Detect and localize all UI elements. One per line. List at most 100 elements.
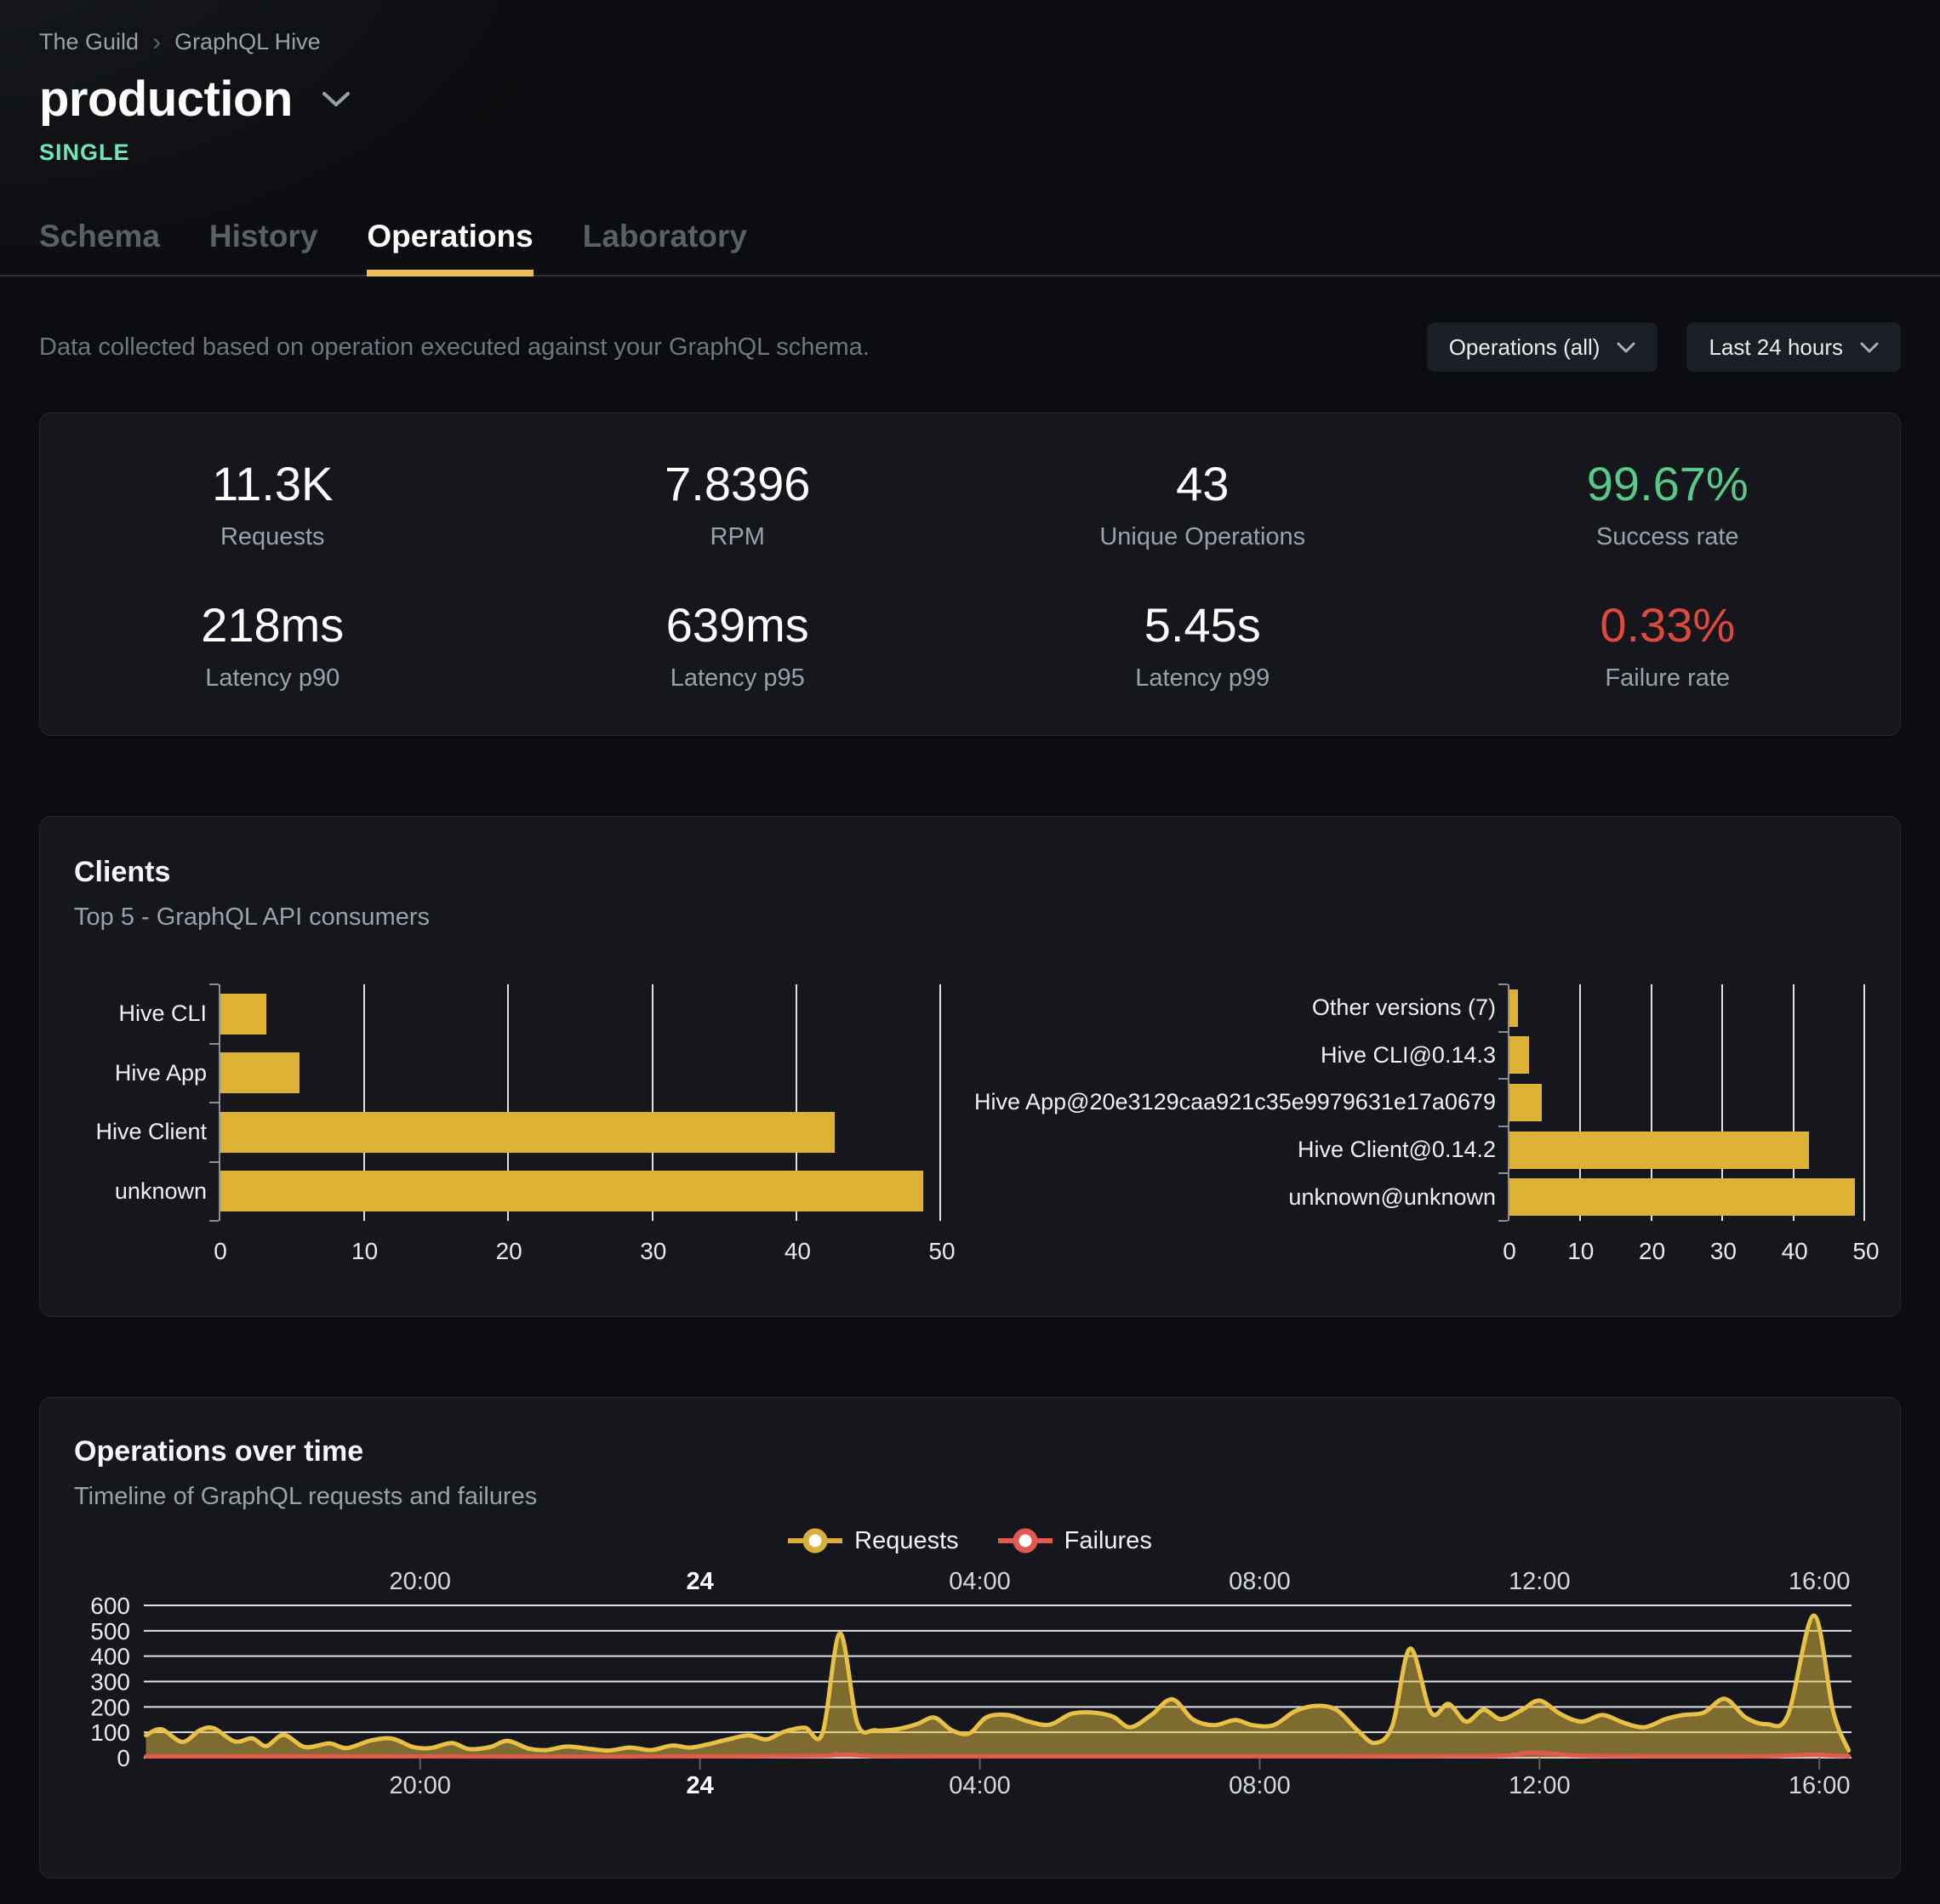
period-filter-label: Last 24 hours bbox=[1709, 333, 1843, 360]
bar-category-label: Hive App@20e3129caa921c35e9979631e17a067… bbox=[974, 1089, 1496, 1115]
bar-category-label: Hive Client bbox=[95, 1119, 207, 1145]
axis-tick bbox=[1498, 1220, 1508, 1222]
series-line-requests bbox=[144, 1613, 1852, 1753]
clients-card-title: Clients bbox=[74, 856, 171, 888]
bar-category-label: Hive Client@0.14.2 bbox=[1297, 1137, 1496, 1163]
gridline bbox=[795, 984, 797, 1221]
x-tick-label: 50 bbox=[928, 1238, 956, 1264]
y-tick-label: 400 bbox=[90, 1644, 130, 1670]
timeline-legend: Requests Failures bbox=[74, 1526, 1866, 1555]
legend-label: Requests bbox=[854, 1526, 959, 1554]
page-title: production bbox=[39, 71, 293, 127]
x-tick-label: 10 bbox=[351, 1238, 379, 1264]
x-tick-label: 20:00 bbox=[389, 1772, 451, 1799]
tab-schema[interactable]: Schema bbox=[39, 219, 160, 254]
bar-row bbox=[1509, 1126, 1864, 1174]
x-tick-label: 50 bbox=[1852, 1238, 1880, 1264]
x-tick-label: 30 bbox=[640, 1238, 667, 1264]
stat-latency-p90: 218ms Latency p90 bbox=[40, 597, 505, 693]
stat-value: 11.3K bbox=[212, 457, 334, 510]
timeline-card-title: Operations over time bbox=[74, 1435, 364, 1468]
gridline bbox=[1792, 984, 1794, 1221]
bar-row bbox=[1509, 1079, 1864, 1126]
clients-charts-row: Hive CLI Hive App Hive Client unknown 0 10 20 3… bbox=[74, 983, 1880, 1267]
bar-plot-area bbox=[209, 983, 941, 1222]
bar[interactable] bbox=[1509, 1036, 1530, 1075]
x-tick-label: 12:00 bbox=[1509, 1568, 1571, 1595]
chevron-down-icon bbox=[1860, 342, 1879, 352]
bar[interactable] bbox=[1509, 989, 1518, 1027]
tab-laboratory[interactable]: Laboratory bbox=[582, 219, 747, 254]
bar[interactable] bbox=[220, 1171, 923, 1212]
stat-requests: 11.3K Requests bbox=[40, 456, 505, 551]
x-tick-label: 30 bbox=[1709, 1238, 1737, 1264]
stat-label: Latency p90 bbox=[205, 664, 340, 692]
x-tick-label: 16:00 bbox=[1789, 1568, 1851, 1595]
legend-item-requests[interactable]: Requests bbox=[788, 1526, 959, 1555]
x-tick-label: 0 bbox=[1503, 1238, 1516, 1264]
stat-label: RPM bbox=[710, 523, 765, 550]
clients-by-name-chart[interactable]: Hive CLI Hive App Hive Client unknown 0 10 20 3… bbox=[74, 983, 956, 1267]
page-description: Data collected based on operation execut… bbox=[39, 333, 870, 361]
axis-tick bbox=[1498, 1126, 1508, 1127]
legend-marker-icon bbox=[997, 1528, 1053, 1553]
period-filter-dropdown[interactable]: Last 24 hours bbox=[1686, 322, 1901, 372]
filter-row: Data collected based on operation execut… bbox=[39, 322, 1901, 372]
stat-label: Success rate bbox=[1595, 523, 1739, 550]
bar-category-label: Hive CLI bbox=[118, 1000, 207, 1027]
bar-row bbox=[220, 1162, 940, 1222]
bar[interactable] bbox=[220, 993, 267, 1035]
stat-success-rate: 99.67% Success rate bbox=[1435, 456, 1901, 551]
x-tick-label: 16:00 bbox=[1789, 1772, 1851, 1799]
axis-tick bbox=[1498, 1172, 1508, 1174]
legend-item-failures[interactable]: Failures bbox=[997, 1526, 1152, 1555]
bar-category-label: unknown bbox=[114, 1177, 207, 1204]
x-tick-label: 24 bbox=[687, 1568, 714, 1595]
x-tick-label: 40 bbox=[1781, 1238, 1808, 1264]
target-switcher-chevron-down-icon[interactable] bbox=[322, 91, 351, 108]
stat-value: 43 bbox=[1176, 457, 1230, 510]
y-tick-label: 100 bbox=[90, 1719, 130, 1746]
clients-card: Clients Top 5 - GraphQL API consumers Hi… bbox=[39, 816, 1901, 1317]
x-tick-label: 0 bbox=[214, 1238, 227, 1264]
target-title-row: production bbox=[39, 71, 1901, 128]
axis-tick bbox=[209, 1161, 219, 1163]
x-tick-label: 08:00 bbox=[1229, 1568, 1291, 1595]
x-tick-label: 24 bbox=[687, 1772, 714, 1799]
series-area-requests bbox=[146, 1615, 1849, 1758]
y-tick-label: 500 bbox=[90, 1618, 130, 1645]
bar[interactable] bbox=[1509, 1131, 1809, 1169]
bar[interactable] bbox=[1509, 1083, 1543, 1121]
axis-tick bbox=[209, 1043, 219, 1045]
stat-rpm: 7.8396 RPM bbox=[505, 456, 971, 551]
gridline bbox=[507, 984, 510, 1221]
bar-category-label: Other versions (7) bbox=[1311, 995, 1496, 1021]
stat-failure-rate: 0.33% Failure rate bbox=[1435, 597, 1901, 693]
axis-tick bbox=[1498, 983, 1508, 985]
series-line-failures bbox=[144, 1750, 1852, 1759]
breadcrumb-project[interactable]: GraphQL Hive bbox=[174, 29, 321, 54]
bar-row bbox=[1509, 1173, 1864, 1221]
tab-operations[interactable]: Operations bbox=[367, 219, 534, 276]
clients-by-version-chart[interactable]: Other versions (7) Hive CLI@0.14.3 Hive Ap… bbox=[974, 983, 1880, 1267]
tab-history[interactable]: History bbox=[208, 219, 318, 254]
gridline bbox=[939, 984, 941, 1221]
bar[interactable] bbox=[220, 1052, 300, 1094]
bar-row bbox=[220, 1103, 940, 1162]
stat-label: Requests bbox=[220, 523, 325, 550]
bar-plot-area bbox=[1498, 983, 1865, 1222]
stat-value: 99.67% bbox=[1586, 457, 1749, 510]
breadcrumb-org[interactable]: The Guild bbox=[39, 29, 140, 54]
stat-value: 0.33% bbox=[1600, 598, 1736, 652]
bar[interactable] bbox=[1509, 1178, 1856, 1217]
gridline bbox=[363, 984, 366, 1221]
operations-filter-dropdown[interactable]: Operations (all) bbox=[1426, 322, 1658, 372]
x-tick-label: 40 bbox=[784, 1238, 811, 1264]
bar[interactable] bbox=[220, 1111, 836, 1153]
axis-tick bbox=[209, 1220, 219, 1222]
clients-card-subtitle: Top 5 - GraphQL API consumers bbox=[74, 904, 431, 931]
axis-tick bbox=[1498, 1031, 1508, 1033]
main-content: Data collected based on operation execut… bbox=[39, 322, 1901, 1878]
chevron-down-icon bbox=[1617, 342, 1635, 352]
